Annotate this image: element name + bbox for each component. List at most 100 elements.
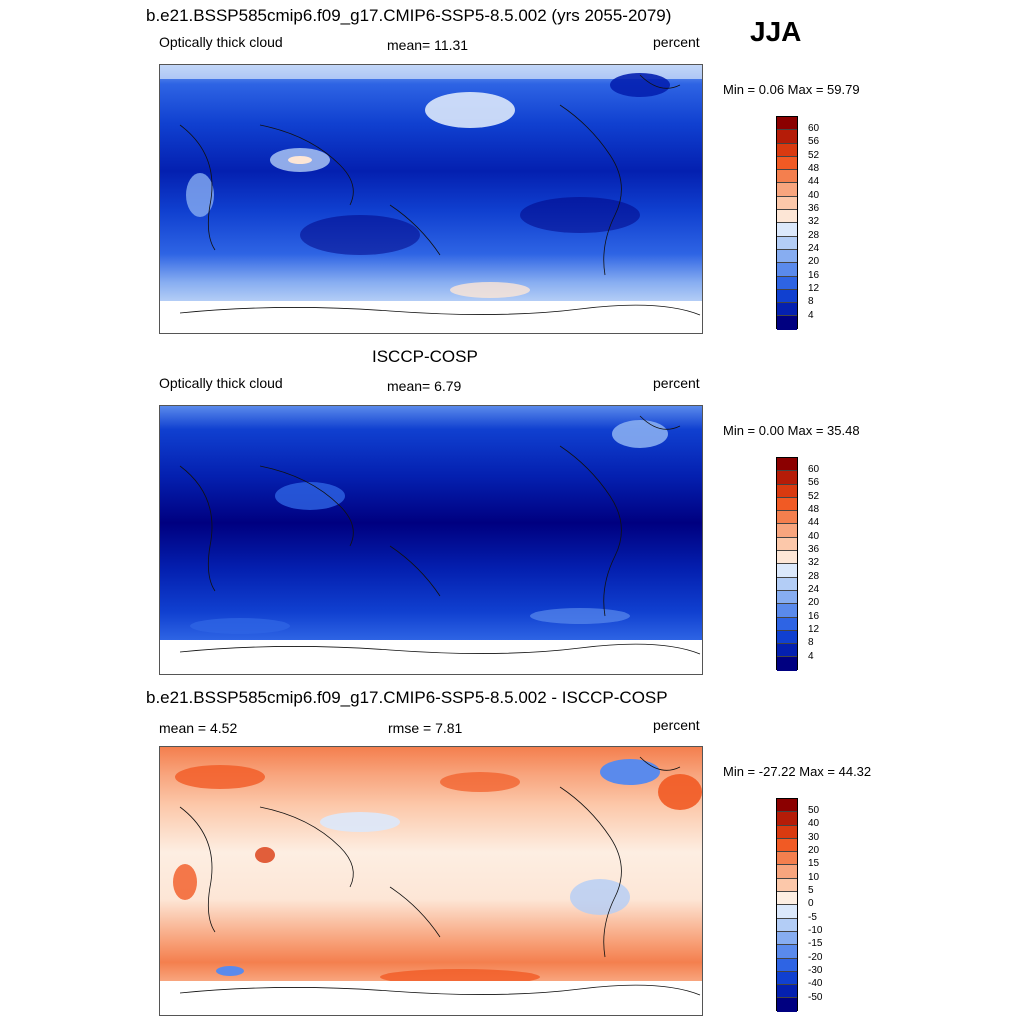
panel2-colorbar-seg — [777, 604, 797, 618]
panel1-colorbar-seg — [777, 130, 797, 144]
panel1-title: b.e21.BSSP585cmip6.f09_g17.CMIP6-SSP5-8.… — [146, 6, 672, 25]
panel3-colorbar-tick: 10 — [808, 872, 820, 883]
panel1-colorbar-tick: 40 — [808, 190, 820, 201]
panel3-colorbar-seg — [777, 971, 797, 986]
panel3-colorbar-seg — [777, 998, 797, 1012]
panel2-colorbar-seg — [777, 551, 797, 565]
panel3-colorbar-tick: -5 — [808, 912, 817, 923]
panel1-colorbar-tick: 60 — [808, 123, 820, 134]
panel3-colorbar-tick: 50 — [808, 805, 820, 816]
panel2-colorbar-seg — [777, 458, 797, 472]
panel3-colorbar-seg — [777, 825, 797, 839]
panel2-colorbar-tick: 60 — [808, 464, 820, 475]
panel3-colorbar-seg — [777, 905, 797, 919]
panel2-map-svg — [160, 406, 702, 674]
panel1-mean: mean= 11.31 — [387, 37, 469, 53]
panel3-colorbar-tick: -10 — [808, 925, 823, 936]
panel1-colorbar-seg — [777, 223, 797, 237]
panel2-colorbar-seg — [777, 511, 797, 525]
panel2-colorbar-seg — [777, 644, 797, 658]
panel1-colorbar-tick: 4 — [808, 310, 814, 321]
panel2-colorbar — [776, 457, 798, 671]
panel3-colorbar-seg — [777, 812, 797, 826]
panel2-left-label: Optically thick cloud — [159, 375, 283, 391]
panel2-minmax: Min = 0.00 Max = 35.48 — [723, 423, 860, 438]
panel2-colorbar-seg — [777, 537, 797, 552]
panel2-colorbar-tick: 12 — [808, 624, 820, 635]
panel3-colorbar-tick: 0 — [808, 898, 814, 909]
panel3-colorbar-tick: 5 — [808, 885, 814, 896]
panel1-colorbar-tick: 28 — [808, 230, 820, 241]
panel2-colorbar-tick: 36 — [808, 544, 820, 555]
panel1-colorbar-seg — [777, 196, 797, 211]
panel2-colorbar-seg — [777, 577, 797, 591]
panel2-mean: mean= 6.79 — [387, 378, 462, 394]
panel1-colorbar-tick: 36 — [808, 203, 820, 214]
panel1-colorbar-seg — [777, 170, 797, 184]
panel2-title: ISCCP-COSP — [372, 347, 478, 366]
panel1-units: percent — [653, 34, 700, 50]
panel3-colorbar-seg — [777, 838, 797, 853]
panel2-colorbar-seg — [777, 590, 797, 605]
panel2-colorbar-tick: 28 — [808, 571, 820, 582]
panel1-colorbar-seg — [777, 210, 797, 224]
panel2-colorbar-seg — [777, 617, 797, 631]
panel3-colorbar — [776, 798, 798, 1012]
panel2-colorbar-tick: 20 — [808, 597, 820, 608]
panel1-colorbar-tick: 24 — [808, 243, 820, 254]
panel1-colorbar-seg — [777, 316, 797, 330]
panel2-colorbar-tick: 24 — [808, 584, 820, 595]
panel3-colorbar-seg — [777, 931, 797, 946]
panel3-colorbar-tick: -15 — [808, 938, 823, 949]
panel3-colorbar-tick: 15 — [808, 858, 820, 869]
panel3-colorbar-seg — [777, 985, 797, 999]
panel3-colorbar-seg — [777, 918, 797, 932]
panel3-map-svg — [160, 747, 702, 1015]
panel2-colorbar-tick: 44 — [808, 517, 820, 528]
panel1-minmax: Min = 0.06 Max = 59.79 — [723, 82, 860, 97]
panel1-colorbar-tick: 8 — [808, 296, 814, 307]
panel1-colorbar-tick: 52 — [808, 150, 820, 161]
panel3-rmse: rmse = 7.81 — [388, 720, 463, 736]
panel1-colorbar-tick: 20 — [808, 256, 820, 267]
panel3-units: percent — [653, 717, 700, 733]
panel3-colorbar-tick: -30 — [808, 965, 823, 976]
panel2-map — [159, 405, 703, 675]
panel2-colorbar-seg — [777, 564, 797, 578]
panel1-colorbar-seg — [777, 183, 797, 197]
panel1-left-label: Optically thick cloud — [159, 34, 283, 50]
panel2-colorbar-tick: 8 — [808, 637, 814, 648]
panel1-map-svg — [160, 65, 702, 333]
panel1-colorbar-seg — [777, 143, 797, 157]
panel3-map — [159, 746, 703, 1016]
panel2-colorbar-tick: 32 — [808, 557, 820, 568]
season-label: JJA — [750, 16, 802, 47]
panel3-colorbar-seg — [777, 878, 797, 893]
panel2-colorbar-tick: 16 — [808, 611, 820, 622]
panel2-colorbar-tick: 40 — [808, 531, 820, 542]
panel2-colorbar-seg — [777, 484, 797, 498]
panel2-colorbar-tick: 52 — [808, 491, 820, 502]
panel1-colorbar-tick: 48 — [808, 163, 820, 174]
panel2-colorbar-seg — [777, 630, 797, 645]
panel1-colorbar — [776, 116, 798, 330]
panel1-colorbar-tick: 16 — [808, 270, 820, 281]
panel3-colorbar-seg — [777, 958, 797, 972]
panel1-colorbar-tick: 12 — [808, 283, 820, 294]
panel3-colorbar-seg — [777, 892, 797, 906]
panel2-colorbar-seg — [777, 471, 797, 485]
panel1-colorbar-seg — [777, 156, 797, 171]
panel3-colorbar-tick: -20 — [808, 952, 823, 963]
panel1-colorbar-seg — [777, 236, 797, 250]
panel3-colorbar-tick: 40 — [808, 818, 820, 829]
panel2-colorbar-tick: 56 — [808, 477, 820, 488]
panel3-mean: mean = 4.52 — [159, 720, 238, 736]
panel1-colorbar-tick: 44 — [808, 176, 820, 187]
panel2-colorbar-seg — [777, 657, 797, 671]
panel3-colorbar-seg — [777, 865, 797, 879]
panel3-colorbar-seg — [777, 945, 797, 959]
panel2-colorbar-seg — [777, 524, 797, 538]
panel1-colorbar-seg — [777, 249, 797, 264]
panel3-colorbar-seg — [777, 852, 797, 866]
panel2-units: percent — [653, 375, 700, 391]
